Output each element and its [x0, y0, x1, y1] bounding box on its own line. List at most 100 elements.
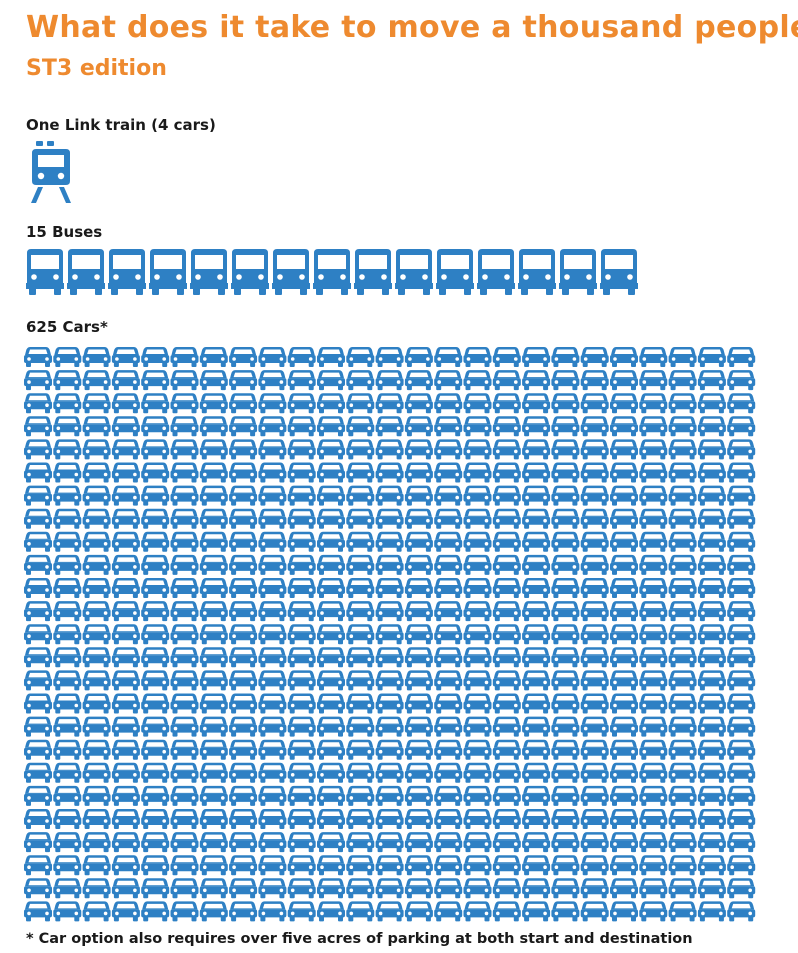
car-icon: [463, 462, 492, 483]
bus-icon: [272, 249, 310, 295]
car-icon: [492, 670, 521, 691]
car-icon: [317, 785, 345, 806]
car-icon: [111, 878, 140, 899]
car-icon: [639, 670, 668, 691]
car-icon: [610, 693, 638, 714]
car-icon: [170, 508, 199, 529]
car-icon: [668, 531, 697, 552]
car-icon: [551, 785, 580, 806]
car-icon: [404, 462, 433, 483]
car-icon: [53, 393, 82, 414]
car-icon: [551, 670, 580, 691]
car-icon: [727, 670, 756, 691]
car-icon: [375, 347, 404, 367]
car-icon: [258, 739, 287, 760]
car-icon: [258, 670, 287, 691]
bus-icon: [108, 249, 146, 295]
car-icon: [580, 762, 609, 783]
car-icon: [53, 531, 82, 552]
car-icon: [317, 347, 345, 367]
car-icon: [111, 739, 140, 760]
car-icon: [24, 601, 52, 622]
car-icon: [492, 439, 521, 460]
car-icon: [375, 416, 404, 437]
car-icon: [82, 624, 111, 645]
car-icon: [668, 347, 697, 367]
car-icon: [639, 855, 668, 876]
car-icon: [199, 601, 228, 622]
car-icon: [610, 716, 638, 737]
car-icon: [463, 370, 492, 391]
car-icon: [492, 485, 521, 506]
car-icon: [170, 809, 199, 829]
car-icon: [375, 647, 404, 668]
car-icon: [170, 554, 199, 575]
car-icon: [463, 716, 492, 737]
car-icon: [463, 739, 492, 760]
car-icon: [287, 901, 316, 922]
car-icon: [522, 832, 551, 853]
car-icon: [522, 901, 551, 922]
car-icon: [317, 670, 345, 691]
car-icon: [317, 855, 345, 876]
car-icon: [287, 393, 316, 414]
car-icon: [287, 693, 316, 714]
car-icon: [404, 601, 433, 622]
page-title: What does it take to move a thousand peo…: [26, 10, 798, 45]
car-icon: [610, 462, 638, 483]
car-icon: [463, 531, 492, 552]
bus-icon: [559, 249, 597, 295]
car-icon: [668, 693, 697, 714]
car-icon: [668, 785, 697, 806]
car-icon: [199, 855, 228, 876]
car-icon: [492, 716, 521, 737]
car-icon: [610, 485, 638, 506]
car-icon: [375, 485, 404, 506]
car-icon: [434, 347, 463, 367]
car-icon: [199, 739, 228, 760]
car-icon: [82, 739, 111, 760]
car-icon: [258, 624, 287, 645]
car-icon: [141, 739, 170, 760]
car-icon: [317, 393, 345, 414]
car-icon: [580, 670, 609, 691]
car-icon: [199, 716, 228, 737]
car-icon: [24, 624, 52, 645]
car-icon: [375, 785, 404, 806]
car-icon: [522, 624, 551, 645]
car-icon: [346, 647, 375, 668]
car-icon: [668, 716, 697, 737]
car-icon: [258, 439, 287, 460]
car-icon: [53, 370, 82, 391]
car-icon: [53, 693, 82, 714]
car-icon: [727, 693, 756, 714]
car-icon: [258, 393, 287, 414]
car-icon: [610, 531, 638, 552]
car-icon: [346, 462, 375, 483]
bus-icon-row-svg: [26, 249, 638, 295]
bus-icon: [231, 249, 269, 295]
car-icon: [404, 347, 433, 367]
car-icon: [24, 578, 52, 598]
car-icon: [346, 578, 375, 598]
car-icon: [346, 347, 375, 367]
car-icon: [551, 716, 580, 737]
car-icon: [258, 601, 287, 622]
car-icon: [522, 739, 551, 760]
car-icon: [639, 347, 668, 367]
car-icon: [434, 601, 463, 622]
car-icon: [463, 670, 492, 691]
car-icon: [317, 370, 345, 391]
car-icon: [434, 855, 463, 876]
car-icon: [229, 439, 258, 460]
car-icon: [82, 370, 111, 391]
car-icon: [111, 716, 140, 737]
car-icon: [551, 878, 580, 899]
car-icon: [24, 878, 52, 899]
car-icon: [580, 693, 609, 714]
car-icon: [580, 531, 609, 552]
car-icon: [727, 485, 756, 506]
car-icon: [610, 739, 638, 760]
car-icon: [522, 439, 551, 460]
car-icon: [24, 739, 52, 760]
